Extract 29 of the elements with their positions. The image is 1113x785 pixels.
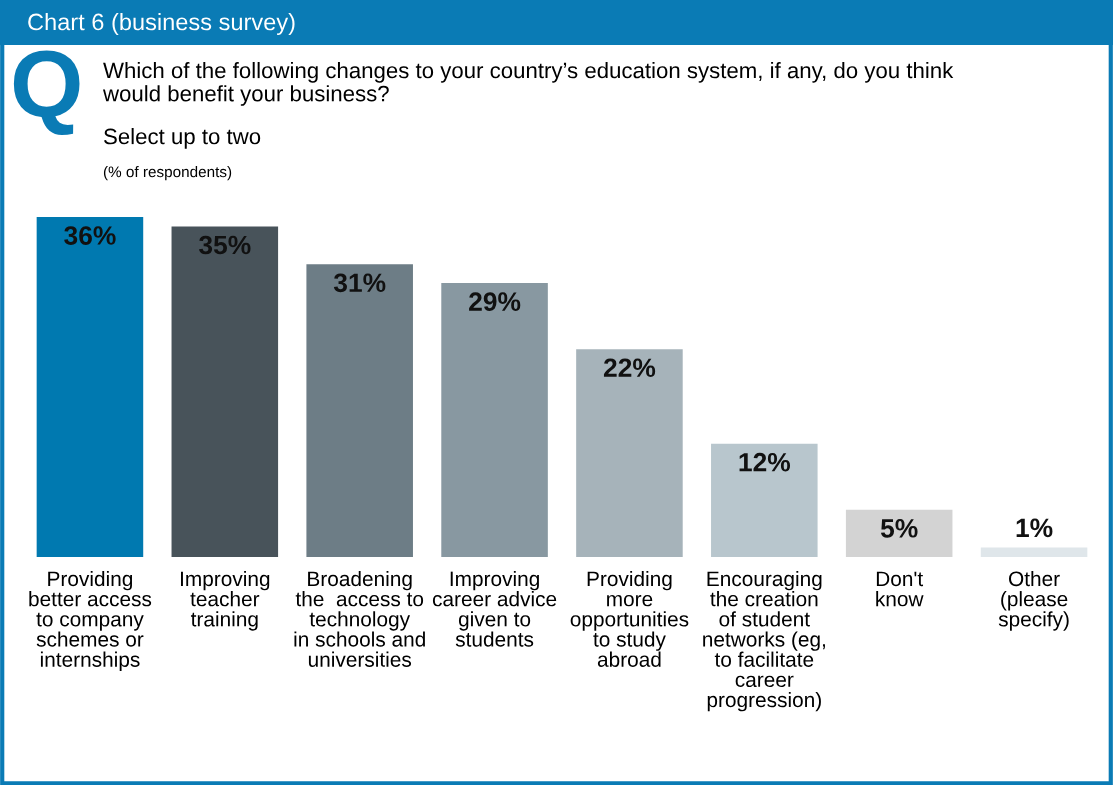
data-label: 29% <box>469 292 521 311</box>
bar <box>711 443 818 557</box>
bar <box>576 349 683 557</box>
bar <box>36 217 144 557</box>
chart-subtitle: Which of the following changes to your country’s education system, if any, do you think would benefit your business? <box>102 62 954 106</box>
chart-title: Chart 6 (business survey) <box>28 13 295 35</box>
x-tick-label: Don't know <box>876 571 924 607</box>
bar <box>306 264 413 557</box>
x-tick-label: Improving career advice given to students <box>432 570 557 647</box>
data-label: 12% <box>739 452 791 472</box>
x-tick-label: Providing more opportunities to study abroad <box>570 570 689 667</box>
bar <box>980 547 1088 557</box>
x-tick-label: Other (please specify) <box>998 570 1069 631</box>
data-label: 1% <box>1016 518 1053 538</box>
data-label: 35% <box>199 235 251 255</box>
data-label: 22% <box>603 358 656 378</box>
bar <box>171 226 279 557</box>
x-tick-label: Improving teacher training <box>181 570 270 631</box>
text: (% of respondents) <box>103 166 232 181</box>
data-label: 5% <box>880 519 918 538</box>
data-label: 31% <box>333 273 386 293</box>
x-tick-label: Encouraging the creation of student networks (eg, to facilitate career progression) <box>703 570 825 712</box>
text: Q <box>13 50 80 136</box>
x-tick-label: Broadening the access to technology in schools and universities <box>294 570 425 667</box>
text: Select up to two <box>104 128 261 149</box>
bar <box>441 283 548 557</box>
x-tick-label: Providing better access to company schemes or internships <box>29 570 152 672</box>
bar <box>845 509 953 557</box>
data-label: 36% <box>64 226 116 245</box>
